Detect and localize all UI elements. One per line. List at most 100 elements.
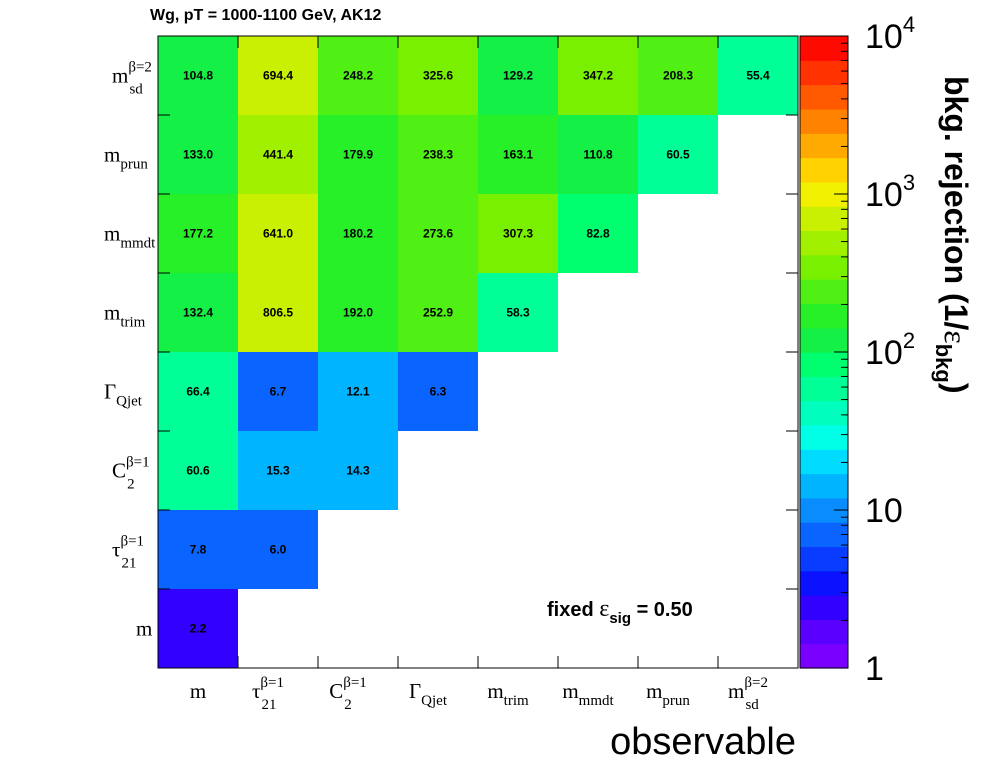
color-scale-segment <box>800 376 848 402</box>
cell-value-label: 179.9 <box>343 148 373 162</box>
heatmap-cell <box>318 115 398 194</box>
y-tick-label: mmmdt <box>104 222 156 252</box>
cell-value-label: 6.0 <box>270 543 287 557</box>
x-tick-label: ΓQjet <box>409 679 448 709</box>
cell-value-label: 252.9 <box>423 306 453 320</box>
cell-value-label: 806.5 <box>263 306 293 320</box>
z-tick-label: 104 <box>865 12 915 56</box>
color-scale-segment <box>800 473 848 499</box>
color-scale-segment <box>800 619 848 645</box>
x-axis-title: observable <box>610 721 796 763</box>
cell-value-label: 6.3 <box>430 385 447 399</box>
y-tick-labels: m τβ=1 21 Cβ=1 2 ΓQjet mtrim mmmdt mprun mβ=2 sd <box>104 60 156 641</box>
cell-value-label: 180.2 <box>343 227 373 241</box>
heatmap-cell <box>158 510 238 589</box>
color-scale-segment <box>800 206 848 232</box>
heatmap-cell <box>398 194 478 273</box>
color-scale-segment <box>800 36 848 61</box>
color-scale-segment <box>800 84 848 110</box>
cell-value-label: 325.6 <box>423 69 453 83</box>
y-tick-label: τβ=1 21 <box>112 534 144 572</box>
heatmap-cell <box>158 115 238 194</box>
z-tick-label: 102 <box>865 328 915 372</box>
y-tick-label: Cβ=1 2 <box>112 455 150 493</box>
cell-value-label: 273.6 <box>423 227 453 241</box>
color-scale-segment <box>800 424 848 450</box>
cell-value-label: 2.2 <box>190 622 207 636</box>
cell-value-label: 82.8 <box>586 227 610 241</box>
x-tick-label: mtrim <box>487 679 529 709</box>
color-scale-segment <box>800 595 848 620</box>
cell-value-label: 12.1 <box>346 385 370 399</box>
heatmap-cell <box>158 194 238 273</box>
color-scale-segment <box>800 157 848 183</box>
cell-value-label: 6.7 <box>270 385 287 399</box>
cell-value-label: 110.8 <box>583 148 613 162</box>
color-scale-segment <box>800 254 848 280</box>
cell-value-label: 208.3 <box>663 69 693 83</box>
color-scale-segment <box>800 546 848 572</box>
color-scale-bar <box>799 35 849 669</box>
x-tick-label: Cβ=1 2 <box>329 675 367 713</box>
cell-value-label: 641.0 <box>263 227 293 241</box>
heatmap-cell <box>638 115 718 194</box>
heatmap-cell <box>478 194 558 273</box>
cell-value-label: 7.8 <box>190 543 207 557</box>
z-axis-title: bkg. rejection (1/εbkg) <box>931 76 974 394</box>
cell-value-label: 60.6 <box>186 464 210 478</box>
heatmap-cell <box>238 431 318 510</box>
plot-frame <box>157 35 799 669</box>
cell-value-label: 177.2 <box>183 227 213 241</box>
z-tick-label: 1 <box>865 650 884 688</box>
cell-value-label: 163.1 <box>503 148 533 162</box>
heatmap-cell <box>558 36 638 115</box>
heatmap-cell <box>318 273 398 352</box>
heatmap-cell <box>318 352 398 431</box>
heatmap-cell <box>718 36 798 115</box>
color-scale-segment <box>800 60 848 86</box>
color-scale-segment <box>800 449 848 475</box>
heatmap-cell <box>478 36 558 115</box>
cell-value-label: 192.0 <box>343 306 373 320</box>
cell-value-label: 132.4 <box>183 306 213 320</box>
heatmap-cell <box>158 352 238 431</box>
cell-value-label: 14.3 <box>346 464 370 478</box>
heatmap-cell <box>398 115 478 194</box>
z-tick-label: 103 <box>865 170 915 214</box>
heatmap-cell <box>478 273 558 352</box>
heatmap-cell <box>478 115 558 194</box>
heatmap-cell <box>558 194 638 273</box>
cell-value-label: 441.4 <box>263 148 293 162</box>
heatmap-cell <box>398 352 478 431</box>
heatmap-cell <box>238 273 318 352</box>
color-scale-segment <box>800 352 848 377</box>
heatmap-cell <box>398 36 478 115</box>
x-tick-labels: m τβ=1 21 Cβ=1 2 ΓQjet mtrim mmmdt mprun mβ=2 sd <box>190 675 768 713</box>
heatmap-cell <box>238 352 318 431</box>
color-scale-ticks: 1 10 102 103 104 <box>834 12 915 688</box>
y-tick-label: mβ=2 sd <box>112 60 152 98</box>
y-tick-label: ΓQjet <box>104 380 143 410</box>
cell-value-label: 66.4 <box>186 385 210 399</box>
heatmap-cell <box>318 194 398 273</box>
cell-value-label: 238.3 <box>423 148 453 162</box>
cell-value-label: 248.2 <box>343 69 373 83</box>
color-scale-segment <box>800 230 848 256</box>
x-tick-label: mmmdt <box>562 679 614 709</box>
heatmap-cell <box>158 589 238 668</box>
y-tick-label: mtrim <box>104 301 146 331</box>
chart-title: Wg, pT = 1000-1100 GeV, AK12 <box>150 7 381 24</box>
y-tick-label: m <box>136 617 152 641</box>
color-scale-segment <box>800 400 848 426</box>
cell-value-label: 129.2 <box>503 69 533 83</box>
color-scale-segment <box>800 327 848 353</box>
color-scale-segment <box>800 279 848 304</box>
heatmap-cell <box>238 36 318 115</box>
x-tick-label: mprun <box>646 679 690 709</box>
heatmap-cell <box>318 36 398 115</box>
cell-value-label: 104.8 <box>183 69 213 83</box>
heatmap-cell <box>318 431 398 510</box>
heatmap-cell <box>398 273 478 352</box>
color-scale-segment <box>800 522 848 548</box>
